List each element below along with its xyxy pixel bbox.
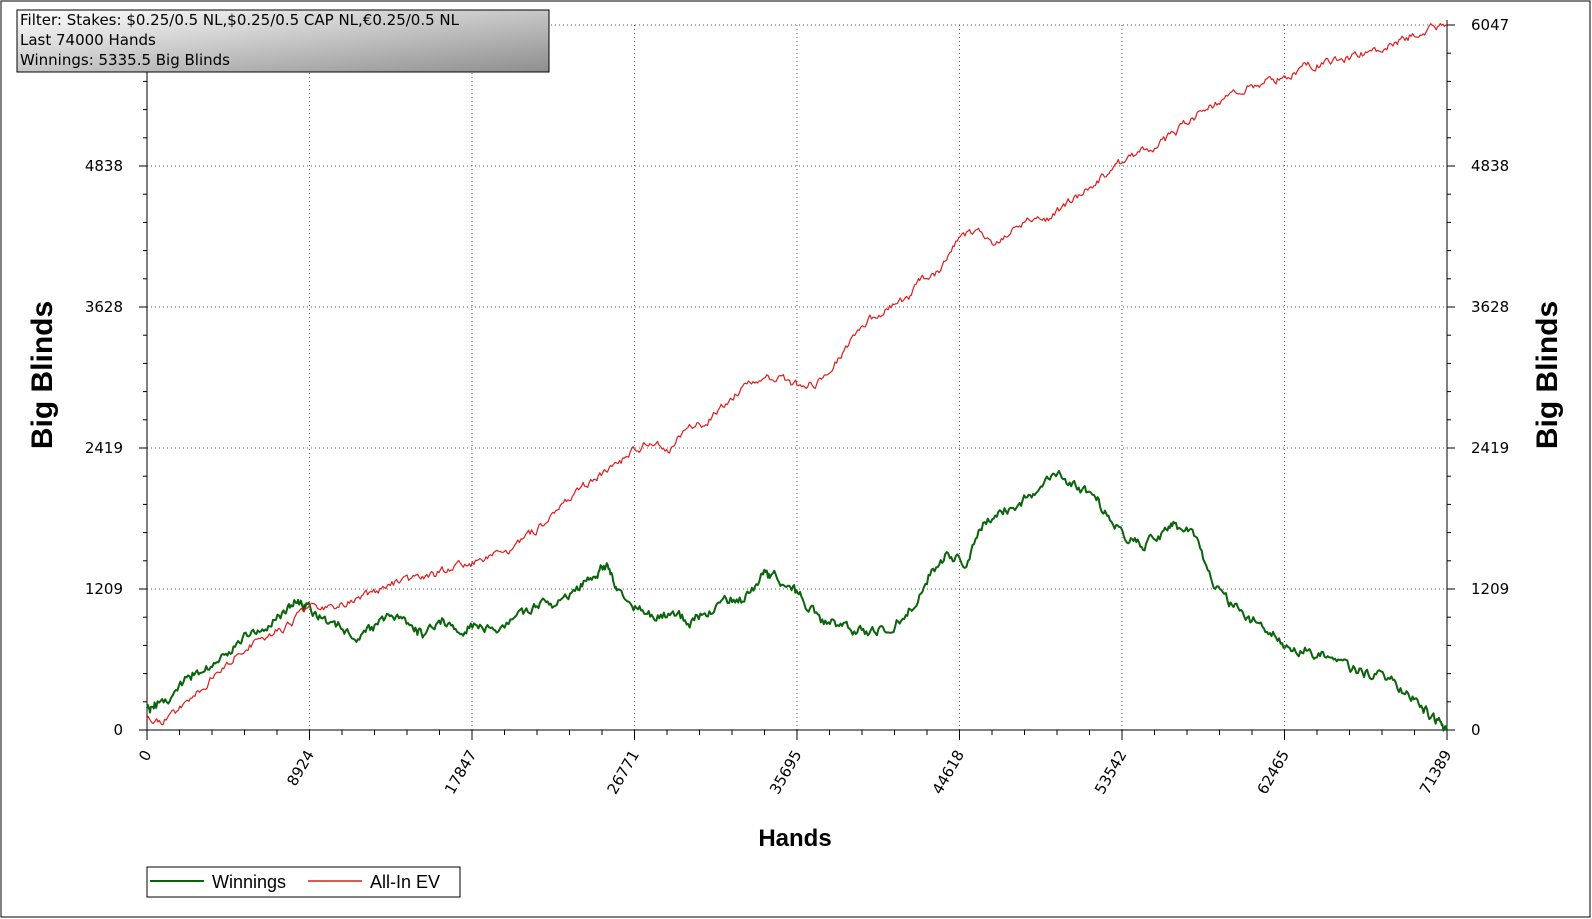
series-layer <box>146 22 1448 732</box>
y-tick-label-right: 1209 <box>1471 580 1509 598</box>
axes <box>139 20 1455 740</box>
legend-label-winnings: Winnings <box>212 872 286 892</box>
info-box-background <box>16 9 550 73</box>
y-tick-label-left: 0 <box>113 721 123 739</box>
y-axis-title-right: Big Blinds <box>1531 301 1564 449</box>
x-axis-title: Hands <box>758 825 831 852</box>
legend-label-allin-ev: All-In EV <box>370 872 440 892</box>
y-tick-label-right: 0 <box>1471 721 1481 739</box>
info-box: Filter: Stakes: $0.25/0.5 NL,$0.25/0.5 C… <box>16 9 550 73</box>
series-line-winnings <box>146 470 1448 732</box>
y-tick-label-right: 3628 <box>1471 298 1509 316</box>
y-tick-label-left: 2419 <box>85 439 123 457</box>
y-tick-label-right: 6047 <box>1471 16 1509 34</box>
info-winnings-text: Winnings: 5335.5 Big Blinds <box>20 51 230 69</box>
info-hands-text: Last 74000 Hands <box>20 31 156 49</box>
y-tick-label-left: 1209 <box>85 580 123 598</box>
y-tick-label-right: 4838 <box>1471 157 1509 175</box>
legend: Winnings All-In EV <box>146 866 461 898</box>
info-filter-text: Filter: Stakes: $0.25/0.5 NL,$0.25/0.5 C… <box>20 11 460 29</box>
y-tick-label-left: 3628 <box>85 298 123 316</box>
y-tick-label-right: 2419 <box>1471 439 1509 457</box>
y-tick-label-left: 4838 <box>85 157 123 175</box>
y-axis-title-left: Big Blinds <box>26 301 59 449</box>
series-line-all-in-ev <box>146 22 1448 726</box>
